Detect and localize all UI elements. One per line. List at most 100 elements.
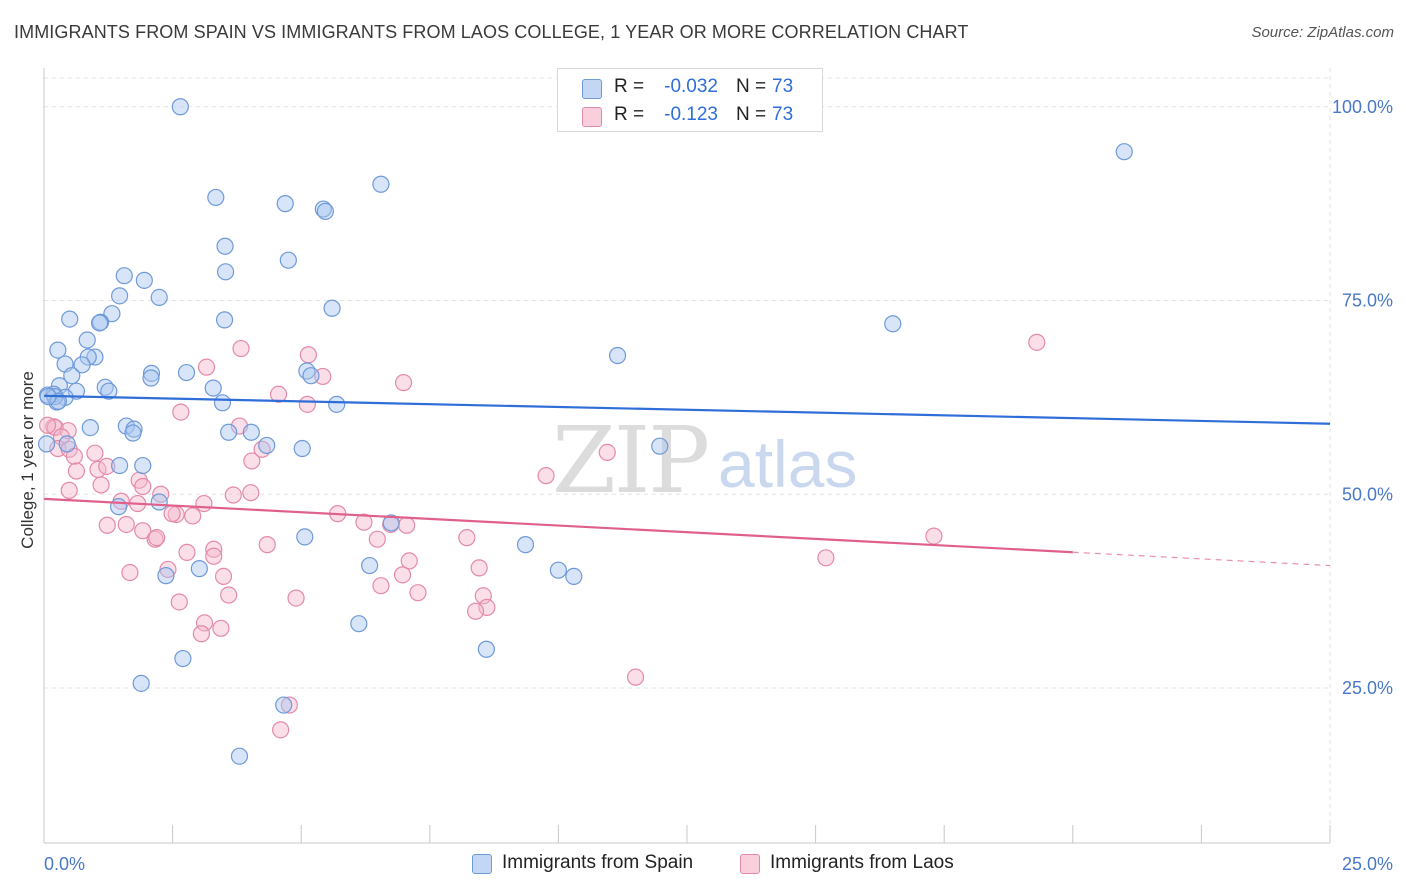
spain-point <box>109 498 128 516</box>
spain-point <box>49 341 67 359</box>
spain-point <box>1115 143 1133 161</box>
spain-point <box>124 424 142 442</box>
spain-point <box>314 200 332 218</box>
spain-point <box>328 395 346 413</box>
laos-point <box>1028 333 1046 351</box>
spain-point <box>111 456 129 475</box>
laos-point <box>192 625 211 643</box>
laos-point <box>134 477 152 496</box>
y-tick-labels: 25.0% 50.0% 75.0% 100.0% <box>1332 97 1393 698</box>
trend-lines <box>43 394 1331 567</box>
spain-point <box>177 363 196 382</box>
laos-point <box>60 481 78 499</box>
series-legend: Immigrants from Spain Immigrants from La… <box>0 852 1406 878</box>
spain-point <box>382 514 400 532</box>
legend-swatch-laos <box>582 107 602 127</box>
spain-point <box>190 560 208 578</box>
spain-point <box>213 394 232 412</box>
laos-point <box>67 462 86 480</box>
y-tick-label: 75.0% <box>1342 291 1393 311</box>
spain-point <box>73 356 91 374</box>
legend-r-value: -0.123 <box>664 104 718 125</box>
laos-point <box>272 721 290 739</box>
spain-point <box>884 315 902 333</box>
legend-r-label: R = <box>614 76 645 97</box>
chart-title: IMMIGRANTS FROM SPAIN VS IMMIGRANTS FROM… <box>14 22 969 42</box>
spain-point <box>142 364 161 382</box>
laos-point <box>299 346 318 364</box>
laos-point <box>269 385 288 403</box>
laos-point <box>59 422 77 440</box>
spain-point <box>477 640 495 658</box>
spain-points <box>37 98 1133 765</box>
spain-point <box>276 195 294 213</box>
laos-point <box>205 547 223 565</box>
spain-point <box>275 696 293 714</box>
spain-point <box>608 346 627 365</box>
laos-point <box>287 589 305 607</box>
laos-point <box>817 549 835 567</box>
series-label-laos: Immigrants from Laos <box>770 852 954 873</box>
y-tick-label: 25.0% <box>1342 678 1393 698</box>
laos-point <box>148 529 166 547</box>
laos-point <box>626 668 645 686</box>
laos-point <box>195 494 213 513</box>
spain-point <box>204 379 222 397</box>
laos-point <box>537 467 555 485</box>
spain-point <box>132 674 150 692</box>
series-swatch-laos <box>740 854 760 874</box>
laos-point <box>197 358 216 376</box>
spain-point <box>279 251 297 269</box>
legend-n-value: 73 <box>772 104 794 125</box>
spain-point <box>91 313 110 331</box>
legend-r-value: -0.032 <box>664 76 718 97</box>
spain-point <box>350 615 368 633</box>
laos-point <box>400 552 418 570</box>
legend-n-label: N = <box>736 104 767 125</box>
y-axis-label: College, 1 year or more <box>18 371 37 549</box>
laos-point <box>220 586 238 604</box>
laos-point <box>372 577 390 595</box>
spain-point <box>63 367 81 385</box>
laos-point <box>243 452 261 470</box>
spain-point <box>171 98 189 116</box>
laos-point <box>355 513 373 531</box>
laos-point <box>184 507 202 525</box>
legend-row-laos: R = -0.123 N = 73 <box>558 101 822 129</box>
laos-point <box>368 530 386 548</box>
series-label-spain: Immigrants from Spain <box>502 852 694 873</box>
source-label: Source: ZipAtlas.com <box>1251 24 1394 41</box>
laos-point <box>466 602 485 620</box>
y-tick-label: 50.0% <box>1342 484 1393 504</box>
laos-point <box>242 484 260 502</box>
spain-point <box>316 202 334 220</box>
spain-point <box>86 348 104 366</box>
laos-point <box>393 566 412 584</box>
laos-points <box>39 333 1046 739</box>
spain-point <box>323 299 341 317</box>
laos-point <box>178 543 196 561</box>
laos-point <box>121 563 139 582</box>
x-tick-label-min: 0.0% <box>44 854 85 874</box>
spain-point <box>150 493 168 511</box>
spain-point <box>302 367 320 385</box>
spain-point <box>111 287 129 305</box>
spain-point <box>135 271 153 289</box>
legend-r-label: R = <box>614 104 645 125</box>
correlation-legend: R = -0.032 N = 73 R = -0.123 N = 73 <box>557 68 823 132</box>
spain-point <box>216 263 235 281</box>
spain-trend-line <box>43 394 1331 425</box>
laos-point <box>170 593 188 611</box>
y-tick-label: 100.0% <box>1332 97 1393 117</box>
laos-point <box>117 515 135 534</box>
watermark-atlas: atlas <box>718 427 857 501</box>
laos-point <box>163 505 181 523</box>
legend-n-label: N = <box>736 76 767 97</box>
spain-point <box>81 419 99 437</box>
spain-point <box>157 567 175 585</box>
x-tick-label-max: 25.0% <box>1342 854 1393 874</box>
spain-point <box>78 331 96 349</box>
spain-point <box>361 556 379 575</box>
laos-point <box>205 540 223 558</box>
